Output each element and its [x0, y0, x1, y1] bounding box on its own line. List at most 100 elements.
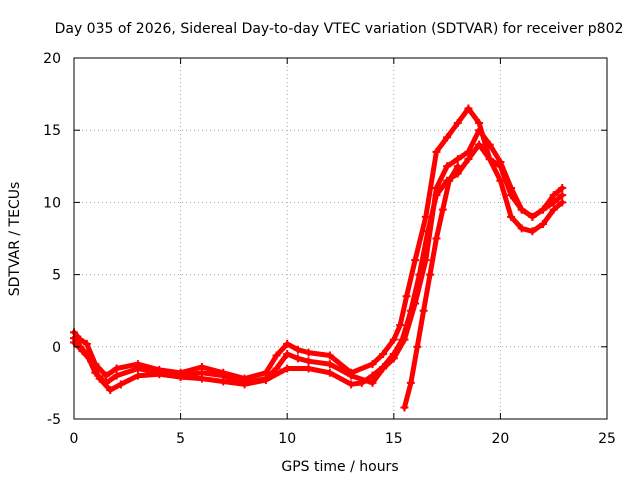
data-point: [558, 183, 567, 192]
x-tick-label: 20: [491, 431, 509, 447]
data-point: [443, 162, 452, 171]
data-point: [325, 351, 334, 360]
data-point: [396, 321, 405, 330]
x-tick-label: 5: [176, 431, 185, 447]
y-tick-label: 15: [43, 123, 61, 139]
data-point: [426, 270, 435, 279]
data-point: [133, 371, 142, 380]
data-point: [357, 378, 366, 387]
data-point: [517, 205, 526, 214]
data-point: [475, 140, 484, 149]
data-point: [325, 360, 334, 369]
data-point: [432, 147, 441, 156]
data-point: [475, 118, 484, 127]
data-point: [106, 386, 115, 395]
data-point: [379, 350, 388, 359]
data-point: [133, 364, 142, 373]
data-point: [539, 205, 548, 214]
data-point: [507, 183, 516, 192]
grid-lines: [74, 58, 607, 419]
data-point: [549, 198, 558, 207]
data-point: [528, 212, 537, 221]
y-tick-label: 10: [43, 195, 61, 211]
data-point: [95, 374, 104, 383]
data-point: [283, 364, 292, 373]
data-point: [272, 351, 281, 360]
data-point: [453, 118, 462, 127]
data-point: [389, 350, 398, 359]
axis-ticks: [73, 57, 608, 420]
data-point: [419, 306, 428, 315]
data-point: [368, 360, 377, 369]
data-point: [485, 140, 494, 149]
series-line-trace-4: [402, 163, 461, 410]
data-point: [402, 292, 411, 301]
x-tick-labels: 0 5 10 15 20 25: [70, 431, 616, 447]
data-point: [528, 227, 537, 236]
data-point: [415, 270, 424, 279]
data-point: [549, 205, 558, 214]
data-point: [464, 155, 473, 164]
data-point: [423, 227, 432, 236]
data-point: [432, 191, 441, 200]
data-point: [261, 376, 270, 385]
x-tick-label: 0: [70, 431, 79, 447]
data-point: [421, 212, 430, 221]
data-point: [443, 133, 452, 142]
x-tick-label: 15: [385, 431, 403, 447]
y-tick-label: -5: [47, 412, 61, 428]
y-tick-label: 20: [43, 51, 61, 67]
data-point: [116, 380, 125, 389]
data-point: [293, 345, 302, 354]
data-point: [379, 363, 388, 372]
data-point: [411, 256, 420, 265]
data-point: [304, 357, 313, 366]
data-point: [82, 339, 91, 348]
data-point: [445, 176, 454, 185]
x-tick-label: 25: [598, 431, 616, 447]
y-axis-label: SDTVAR / TECUs: [7, 182, 23, 297]
data-point: [406, 378, 415, 387]
data-point: [325, 368, 334, 377]
y-tick-labels: -5 0 5 10 15 20: [43, 51, 61, 428]
data-point: [517, 224, 526, 233]
data-point: [453, 162, 462, 171]
data-point: [112, 364, 121, 373]
data-point: [368, 378, 377, 387]
data-point: [507, 212, 516, 221]
data-point: [496, 176, 505, 185]
series-layer: [70, 104, 567, 412]
data-point: [283, 350, 292, 359]
plot-frame: [73, 57, 608, 420]
data-point: [389, 335, 398, 344]
data-point: [101, 371, 110, 380]
x-axis-label: GPS time / hours: [281, 459, 398, 475]
data-point: [293, 354, 302, 363]
data-point: [304, 348, 313, 357]
data-point: [368, 371, 377, 380]
x-tick-label: 10: [278, 431, 296, 447]
data-point: [549, 191, 558, 200]
data-point: [398, 335, 407, 344]
data-point: [400, 403, 409, 412]
chart-title: Day 035 of 2026, Sidereal Day-to-day VTE…: [55, 21, 624, 37]
data-point: [272, 364, 281, 373]
data-point: [78, 347, 87, 356]
y-tick-label: 5: [52, 268, 61, 284]
data-point: [453, 155, 462, 164]
data-point: [347, 380, 356, 389]
data-point: [539, 220, 548, 229]
series-line-trace-2: [71, 127, 565, 386]
y-tick-label: 0: [52, 340, 61, 356]
data-point: [413, 342, 422, 351]
data-point: [219, 377, 228, 386]
data-point: [283, 339, 292, 348]
data-point: [155, 370, 164, 379]
data-point: [112, 371, 121, 380]
data-point: [176, 373, 185, 382]
data-point: [464, 104, 473, 113]
data-point: [87, 357, 96, 366]
data-point: [347, 371, 356, 380]
data-point: [485, 155, 494, 164]
